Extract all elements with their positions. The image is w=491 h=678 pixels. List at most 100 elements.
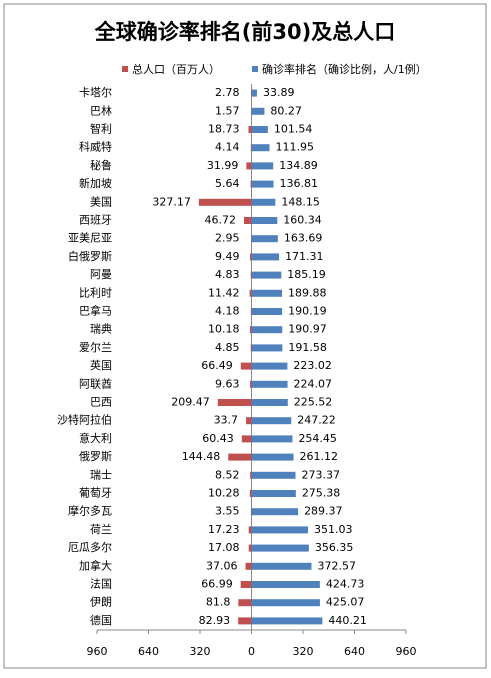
bar [250, 290, 252, 297]
bar [252, 290, 283, 297]
value-label: 4.14 [215, 141, 240, 154]
bar [251, 272, 252, 279]
value-label: 2.78 [215, 86, 240, 99]
y-tick-label: 阿联酋 [79, 376, 112, 390]
bar [252, 526, 308, 533]
value-label: 261.12 [300, 450, 339, 463]
bar [251, 344, 252, 351]
legend-label: 总人口（百万人） [132, 62, 220, 76]
value-label: 163.69 [284, 232, 323, 245]
bar [251, 308, 252, 315]
bar [252, 490, 296, 497]
value-label: 189.88 [288, 286, 327, 299]
bar [251, 181, 252, 188]
y-tick-label: 白俄罗斯 [68, 249, 112, 263]
value-label: 101.54 [274, 123, 313, 136]
value-label: 111.95 [276, 141, 315, 154]
value-label: 191.58 [288, 341, 327, 354]
bar [252, 217, 278, 224]
value-label: 144.48 [182, 450, 221, 463]
bar [246, 563, 252, 570]
value-label: 66.49 [201, 359, 233, 372]
y-tick-label: 俄罗斯 [79, 450, 112, 463]
value-label: 3.55 [215, 505, 240, 518]
bar [252, 399, 288, 406]
bar [252, 435, 293, 442]
x-tick-label: 960 [87, 645, 108, 658]
value-label: 440.21 [328, 614, 367, 627]
value-label: 4.85 [215, 341, 240, 354]
value-label: 327.17 [152, 195, 191, 208]
bar [252, 381, 288, 388]
bar [252, 199, 276, 206]
bar [252, 363, 288, 370]
y-tick-label: 荷兰 [90, 523, 112, 536]
value-label: 1.57 [215, 104, 240, 117]
y-tick-label: 瑞士 [90, 467, 112, 481]
bar [252, 472, 296, 479]
value-label: 8.52 [215, 468, 240, 481]
value-label: 33.7 [214, 414, 239, 427]
value-label: 9.49 [215, 250, 240, 263]
value-label: 171.31 [285, 250, 324, 263]
value-label: 190.97 [288, 323, 327, 336]
y-tick-label: 新加坡 [79, 176, 112, 190]
value-label: 82.93 [199, 614, 231, 627]
bar [252, 126, 268, 133]
bar [252, 581, 320, 588]
value-label: 31.99 [207, 159, 239, 172]
x-tick-label: 960 [396, 645, 417, 658]
bar [252, 508, 299, 515]
y-tick-label: 比利时 [79, 286, 112, 299]
value-label: 46.72 [204, 214, 236, 227]
value-label: 148.15 [281, 195, 320, 208]
bar [252, 144, 270, 151]
value-label: 351.03 [314, 523, 353, 536]
x-tick-label: 0 [248, 645, 255, 658]
value-label: 5.64 [215, 177, 240, 190]
bar [246, 162, 251, 169]
y-tick-label: 巴西 [90, 396, 112, 409]
y-tick-label: 爱尔兰 [79, 341, 112, 354]
bar [250, 472, 251, 479]
value-label: 18.73 [208, 123, 240, 136]
y-tick-label: 科威特 [79, 140, 112, 154]
y-tick-label: 西班牙 [79, 214, 112, 227]
value-label: 4.18 [215, 305, 240, 318]
bar [242, 435, 252, 442]
chart-frame [4, 4, 486, 668]
legend-swatch [252, 66, 258, 72]
y-tick-label: 伊朗 [90, 596, 112, 609]
value-label: 190.19 [288, 305, 327, 318]
value-label: 225.52 [294, 396, 333, 409]
bar [244, 217, 252, 224]
value-label: 10.28 [208, 487, 240, 500]
bar [250, 490, 252, 497]
bar [250, 381, 252, 388]
bar [252, 90, 257, 97]
y-tick-label: 意大利 [79, 431, 112, 445]
bar [238, 599, 251, 606]
bar [249, 526, 252, 533]
x-tick-label: 320 [293, 645, 314, 658]
bar [249, 545, 252, 552]
value-label: 11.42 [208, 286, 240, 299]
value-label: 372.57 [317, 559, 356, 572]
value-label: 275.38 [302, 487, 341, 500]
y-tick-label: 厄瓜多尔 [68, 540, 112, 554]
x-tick-label: 640 [344, 645, 365, 658]
bar [251, 144, 252, 151]
value-label: 185.19 [287, 268, 326, 281]
value-label: 425.07 [326, 596, 365, 609]
value-label: 254.45 [298, 432, 337, 445]
bar [252, 326, 283, 333]
bar [252, 617, 323, 624]
value-label: 247.22 [297, 414, 336, 427]
y-tick-label: 摩尔多瓦 [68, 504, 112, 518]
value-label: 81.8 [206, 596, 231, 609]
value-label: 80.27 [270, 104, 302, 117]
y-tick-label: 亚美尼亚 [68, 232, 112, 245]
bar [252, 454, 294, 461]
bar [252, 162, 274, 169]
bar [246, 417, 251, 424]
